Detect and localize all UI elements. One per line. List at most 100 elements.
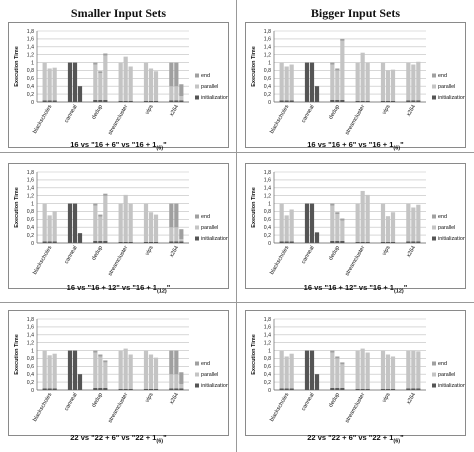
bar-segment-parallel: [284, 215, 289, 242]
bar-segment-parallel: [335, 214, 340, 242]
bar-segment-end: [174, 62, 179, 87]
x-tick-label: vips: [382, 104, 392, 116]
caption-text: 22 vs "22 + 6" vs "22 + 1: [307, 433, 394, 442]
x-tick-label: streamcluster: [344, 104, 366, 136]
legend-label-end: end: [438, 214, 447, 220]
y-tick-label: 1,8: [27, 170, 34, 176]
bar-segment-parallel: [52, 211, 57, 242]
bar-segment-end: [340, 218, 345, 221]
bar-segment-initialization: [123, 100, 128, 102]
y-tick-label: 1,2: [264, 340, 271, 346]
bar-segment-initialization: [179, 388, 184, 390]
y-tick-label: 0,8: [27, 209, 34, 215]
bar-segment-initialization: [314, 86, 320, 102]
bar-segment-parallel: [390, 212, 396, 242]
legend-swatch-end: [195, 73, 199, 78]
bar-segment-end: [335, 68, 340, 71]
x-tick-label: dedup: [328, 104, 341, 120]
y-tick-label: 1,6: [264, 178, 271, 184]
bar-segment-initialization: [340, 100, 345, 102]
x-tick-label: vips: [145, 104, 155, 116]
bar-segment-end: [330, 350, 335, 353]
x-tick-label: streamcluster: [107, 392, 129, 424]
bar-segment-parallel: [330, 64, 335, 101]
bar-segment-parallel: [93, 205, 98, 242]
y-tick-label: 0,4: [27, 225, 34, 231]
bar-segment-initialization: [72, 62, 78, 102]
y-tick-label: 1,6: [264, 37, 271, 43]
bar-segment-initialization: [103, 388, 108, 390]
row-divider-1: [0, 152, 474, 153]
legend-label-end: end: [201, 361, 210, 367]
legend-swatch-end: [195, 214, 199, 219]
bar-segment-initialization: [153, 100, 159, 102]
legend-swatch-parallel: [195, 225, 199, 230]
y-tick-label: 0,4: [264, 84, 271, 90]
y-tick-label: 1,4: [264, 333, 271, 339]
bar-segment-parallel: [355, 62, 360, 101]
bar-segment-end: [98, 214, 103, 217]
bar-segment-initialization: [355, 388, 360, 390]
caption-tail: ": [163, 433, 167, 442]
bar-segment-initialization: [174, 100, 179, 102]
bar-segment-initialization: [279, 100, 284, 102]
bar-segment-parallel: [380, 203, 386, 242]
bar-segment-parallel: [128, 354, 133, 389]
y-tick-label: 0,6: [27, 364, 34, 370]
bar-segment-initialization: [365, 388, 370, 390]
bar-segment-initialization: [77, 374, 83, 390]
bar-segment-initialization: [118, 388, 123, 390]
y-tick-label: 0,6: [27, 76, 34, 82]
y-tick-label: 1,4: [27, 45, 34, 51]
bar-segment-initialization: [355, 241, 360, 243]
header-bigger-input-sets: Bigger Input Sets: [310, 6, 401, 20]
x-tick-label: x264: [406, 392, 417, 406]
bar-segment-initialization: [153, 241, 159, 243]
bar-segment-parallel: [411, 350, 416, 389]
bar-segment-parallel: [148, 354, 154, 389]
bar-segment-initialization: [284, 100, 289, 102]
bar-segment-parallel: [47, 355, 52, 389]
x-tick-label: vips: [382, 245, 392, 257]
bar-segment-initialization: [289, 388, 294, 390]
bar-segment-parallel: [128, 66, 133, 101]
bar-segment-initialization: [416, 388, 421, 390]
y-tick-label: 1,6: [27, 325, 34, 331]
x-tick-label: canneal: [301, 245, 316, 265]
bar-segment-initialization: [330, 100, 335, 102]
bar-segment-initialization: [148, 388, 154, 390]
bar-segment-initialization: [365, 241, 370, 243]
bar-segment-parallel: [174, 227, 179, 242]
legend-swatch-parallel: [195, 372, 199, 377]
bar-segment-parallel: [118, 203, 123, 242]
y-tick-label: 1,2: [27, 52, 34, 58]
y-tick-label: 0,6: [27, 217, 34, 223]
bar-segment-initialization: [309, 62, 315, 102]
legend-swatch-end: [432, 214, 436, 219]
y-tick-label: 1,8: [264, 29, 271, 35]
bar-chart: 0 0,2 0,4 0,6 0,8 1 1,21,4 1,6 1,8 Execution Time…: [251, 170, 465, 277]
y-tick-label: 1,8: [264, 317, 271, 323]
legend-swatch-end: [432, 73, 436, 78]
caption-subscript: (6): [156, 145, 164, 152]
bar-segment-initialization: [416, 241, 421, 243]
bar-segment-parallel: [390, 356, 396, 389]
chart-panel-6: 0 0,2 0,4 0,6 0,8 1 1,2 1,4 1,6 1,8 Execution Time…: [245, 310, 466, 436]
bar-segment-parallel: [153, 214, 159, 242]
bar-segment-end: [330, 62, 335, 65]
bar-segment-initialization: [380, 241, 386, 243]
legend-label-initialization: initialization: [201, 95, 228, 101]
bar-segment-initialization: [77, 233, 83, 243]
bar-segment-end: [174, 350, 179, 375]
caption-subscript: (6): [156, 438, 164, 445]
y-axis-label: Execution Time: [251, 334, 257, 375]
bar-segment-parallel: [355, 203, 360, 242]
bar-segment-parallel: [98, 216, 103, 242]
bar-segment-parallel: [340, 40, 345, 101]
y-tick-label: 1: [268, 201, 271, 207]
legend-label-end: end: [201, 214, 210, 220]
bar-segment-initialization: [179, 241, 184, 243]
bar-segment-parallel: [93, 352, 98, 389]
y-tick-label: 0: [268, 241, 271, 247]
legend-swatch-end: [432, 361, 436, 366]
